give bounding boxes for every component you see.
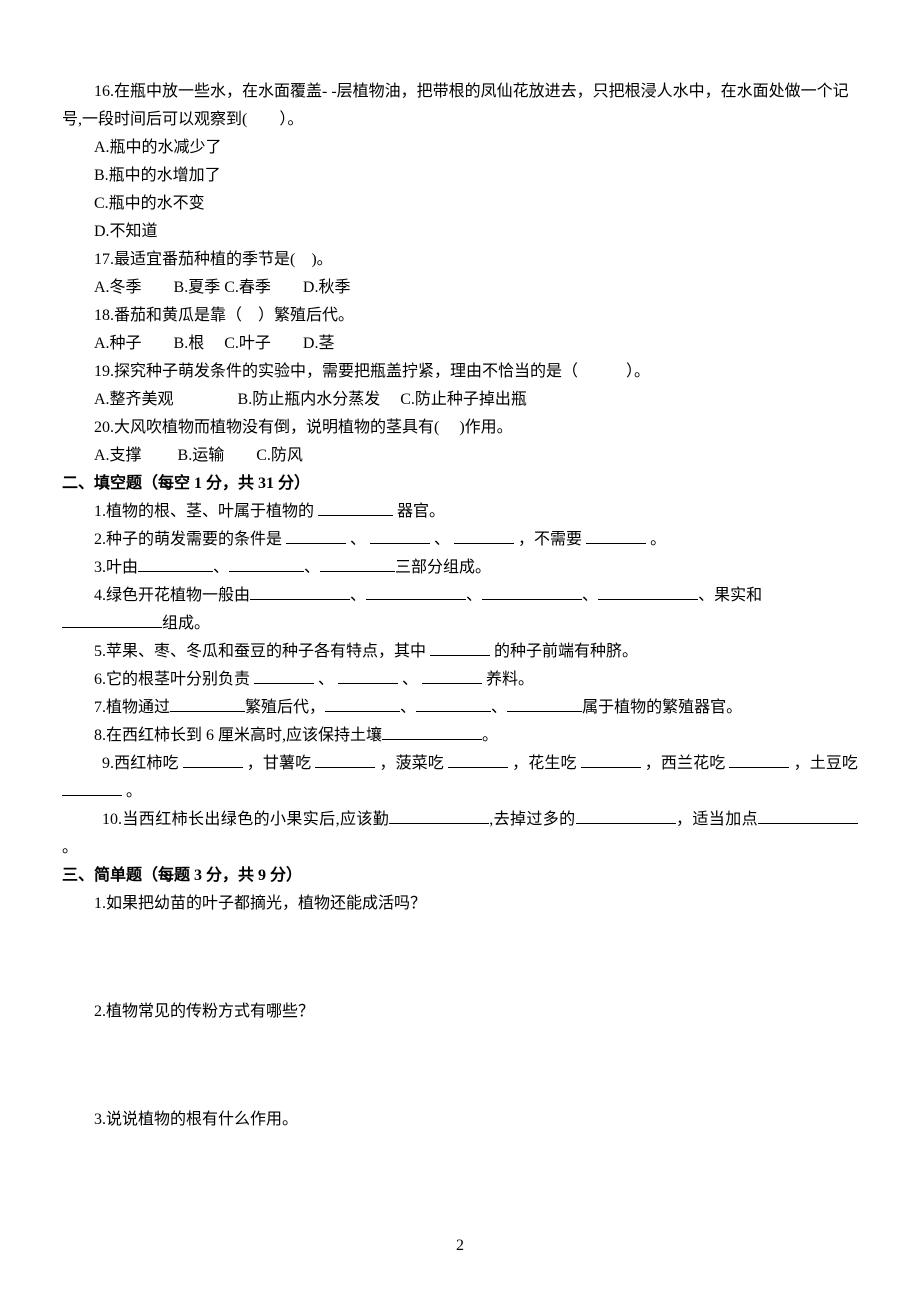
- q16-opt-d: D.不知道: [62, 218, 858, 246]
- blank[interactable]: [229, 556, 304, 572]
- section2-header: 二、填空题（每空 1 分，共 31 分）: [62, 470, 858, 498]
- blank[interactable]: [320, 556, 395, 572]
- fill-5: 5.苹果、枣、冬瓜和蚕豆的种子各有特点，其中 的种子前端有种脐。: [62, 638, 858, 666]
- page-number: 2: [456, 1232, 464, 1260]
- blank[interactable]: [389, 808, 489, 824]
- sq3: 3.说说植物的根有什么作用。: [62, 1106, 858, 1134]
- answer-space: [62, 1026, 858, 1106]
- blank[interactable]: [62, 780, 122, 796]
- blank[interactable]: [729, 752, 789, 768]
- fill-7: 7.植物通过繁殖后代，、、属于植物的繁殖器官。: [62, 694, 858, 722]
- blank[interactable]: [318, 500, 393, 516]
- blank[interactable]: [370, 528, 430, 544]
- blank[interactable]: [250, 584, 350, 600]
- q16-stem: 16.在瓶中放一些水，在水面覆盖- -层植物油，把带根的凤仙花放进去，只把根浸人…: [62, 78, 858, 134]
- blank[interactable]: [581, 752, 641, 768]
- answer-space: [62, 918, 858, 998]
- blank[interactable]: [325, 696, 400, 712]
- blank[interactable]: [170, 696, 245, 712]
- blank[interactable]: [576, 808, 676, 824]
- blank[interactable]: [454, 528, 514, 544]
- blank[interactable]: [62, 612, 162, 628]
- q16-opt-c: C.瓶中的水不变: [62, 190, 858, 218]
- fill-6: 6.它的根茎叶分别负责 、 、 养料。: [62, 666, 858, 694]
- fill-3: 3.叶由、、三部分组成。: [62, 554, 858, 582]
- blank[interactable]: [482, 584, 582, 600]
- fill-9: 9.西红柿吃 ，甘薯吃 ，菠菜吃 ，花生吃 ，西兰花吃 ，土豆吃 。: [62, 750, 858, 806]
- blank[interactable]: [286, 528, 346, 544]
- fill-2: 2.种子的萌发需要的条件是 、 、 ，不需要 。: [62, 526, 858, 554]
- q20-opts: A.支撑 B.运输 C.防风: [62, 442, 858, 470]
- blank[interactable]: [507, 696, 582, 712]
- fill-10: 10.当西红柿长出绿色的小果实后,应该勤,去掉过多的，适当加点。: [62, 806, 858, 862]
- blank[interactable]: [430, 640, 490, 656]
- q17-stem: 17.最适宜番茄种植的季节是( )。: [62, 246, 858, 274]
- blank[interactable]: [366, 584, 466, 600]
- blank[interactable]: [598, 584, 698, 600]
- fill-8: 8.在西红柿长到 6 厘米高时,应该保持土壤。: [62, 722, 858, 750]
- q17-opts: A.冬季 B.夏季 C.春季 D.秋季: [62, 274, 858, 302]
- blank[interactable]: [422, 668, 482, 684]
- q19-opts: A.整齐美观 B.防止瓶内水分蒸发 C.防止种子掉出瓶: [62, 386, 858, 414]
- section3-header: 三、简单题（每题 3 分，共 9 分）: [62, 862, 858, 890]
- blank[interactable]: [338, 668, 398, 684]
- blank[interactable]: [254, 668, 314, 684]
- blank[interactable]: [448, 752, 508, 768]
- fill-1: 1.植物的根、茎、叶属于植物的 器官。: [62, 498, 858, 526]
- q19-stem: 19.探究种子萌发条件的实验中，需要把瓶盖拧紧，理由不恰当的是（ ）。: [62, 358, 858, 386]
- blank[interactable]: [416, 696, 491, 712]
- q16-opt-b: B.瓶中的水增加了: [62, 162, 858, 190]
- blank[interactable]: [138, 556, 213, 572]
- q20-stem: 20.大风吹植物而植物没有倒，说明植物的茎具有( )作用。: [62, 414, 858, 442]
- blank[interactable]: [382, 724, 482, 740]
- blank[interactable]: [315, 752, 375, 768]
- q16-opt-a: A.瓶中的水减少了: [62, 134, 858, 162]
- sq2: 2.植物常见的传粉方式有哪些？: [62, 998, 858, 1026]
- blank[interactable]: [758, 808, 858, 824]
- blank[interactable]: [183, 752, 243, 768]
- sq1: 1.如果把幼苗的叶子都摘光，植物还能成活吗？: [62, 890, 858, 918]
- q18-opts: A.种子 B.根 C.叶子 D.茎: [62, 330, 858, 358]
- fill-4: 4.绿色开花植物一般由、、、、果实和组成。: [62, 582, 858, 638]
- q18-stem: 18.番茄和黄瓜是靠（ ）繁殖后代。: [62, 302, 858, 330]
- blank[interactable]: [586, 528, 646, 544]
